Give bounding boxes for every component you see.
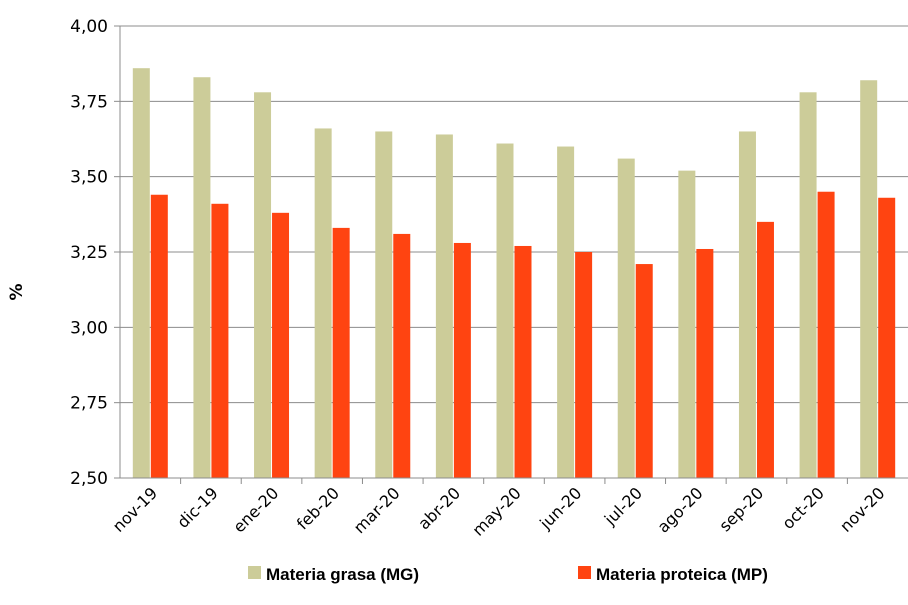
y-tick-label: 2,75 bbox=[70, 394, 108, 414]
x-tick-label: may-20 bbox=[468, 483, 524, 539]
bar-materia-grasa-jul-20 bbox=[617, 158, 635, 478]
legend-swatch-materia-proteica bbox=[578, 566, 591, 579]
x-tick-label: jun-20 bbox=[535, 483, 585, 533]
bar-materia-proteica-jun-20 bbox=[575, 252, 593, 478]
bars bbox=[132, 68, 896, 479]
x-tick-label: ene-20 bbox=[229, 483, 282, 536]
y-tick-label: 2,50 bbox=[70, 469, 108, 489]
y-tick-label: 3,75 bbox=[70, 92, 108, 112]
bar-materia-proteica-nov-19 bbox=[150, 194, 168, 478]
bar-materia-grasa-may-20 bbox=[496, 143, 514, 478]
bar-materia-proteica-nov-20 bbox=[878, 197, 896, 478]
bar-materia-grasa-nov-19 bbox=[132, 68, 150, 478]
bar-materia-grasa-oct-20 bbox=[799, 92, 817, 478]
bar-materia-grasa-sep-20 bbox=[738, 131, 756, 478]
bar-materia-grasa-nov-20 bbox=[860, 80, 878, 479]
bar-materia-grasa-dic-19 bbox=[193, 77, 211, 478]
bar-materia-proteica-ene-20 bbox=[272, 212, 290, 478]
y-tick-label: 3,25 bbox=[70, 243, 108, 263]
bar-materia-proteica-abr-20 bbox=[453, 242, 471, 478]
legend: Materia grasa (MG) Materia proteica (MP) bbox=[248, 565, 768, 584]
y-tick-label: 4,00 bbox=[70, 17, 108, 37]
x-tick-label: ago-20 bbox=[654, 483, 707, 536]
x-tick-label: dic-19 bbox=[173, 483, 221, 531]
bar-materia-proteica-dic-19 bbox=[211, 203, 229, 478]
bar-materia-proteica-sep-20 bbox=[756, 221, 774, 478]
y-tick-label: 3,00 bbox=[70, 318, 108, 338]
legend-label-materia-grasa: Materia grasa (MG) bbox=[266, 565, 419, 584]
x-tick-label: feb-20 bbox=[293, 483, 343, 533]
bar-materia-grasa-ene-20 bbox=[254, 92, 272, 478]
x-tick-label: oct-20 bbox=[778, 483, 827, 532]
y-axis-label: % bbox=[7, 283, 27, 300]
bar-materia-proteica-jul-20 bbox=[635, 264, 653, 478]
legend-swatch-materia-grasa bbox=[248, 566, 261, 579]
legend-label-materia-proteica: Materia proteica (MP) bbox=[596, 565, 768, 584]
x-tick-label: abr-20 bbox=[414, 483, 464, 533]
bar-materia-grasa-mar-20 bbox=[375, 131, 393, 478]
bar-materia-grasa-abr-20 bbox=[435, 134, 453, 479]
x-tick-label: jul-20 bbox=[600, 483, 646, 529]
bar-materia-proteica-ago-20 bbox=[696, 248, 714, 478]
bar-materia-grasa-feb-20 bbox=[314, 128, 332, 478]
gridlines bbox=[120, 25, 908, 404]
bar-materia-grasa-jun-20 bbox=[557, 146, 575, 479]
x-tick-label: nov-20 bbox=[836, 483, 888, 535]
bar-materia-proteica-may-20 bbox=[514, 245, 532, 478]
x-tick-label: nov-19 bbox=[109, 483, 161, 535]
x-tick-label: mar-20 bbox=[350, 483, 404, 537]
y-tick-label: 3,50 bbox=[70, 168, 108, 188]
bar-materia-proteica-oct-20 bbox=[817, 191, 835, 478]
bar-materia-proteica-feb-20 bbox=[332, 227, 350, 478]
x-tick-label: sep-20 bbox=[715, 483, 767, 535]
bar-materia-grasa-ago-20 bbox=[678, 170, 696, 478]
bar-materia-proteica-mar-20 bbox=[393, 233, 411, 478]
